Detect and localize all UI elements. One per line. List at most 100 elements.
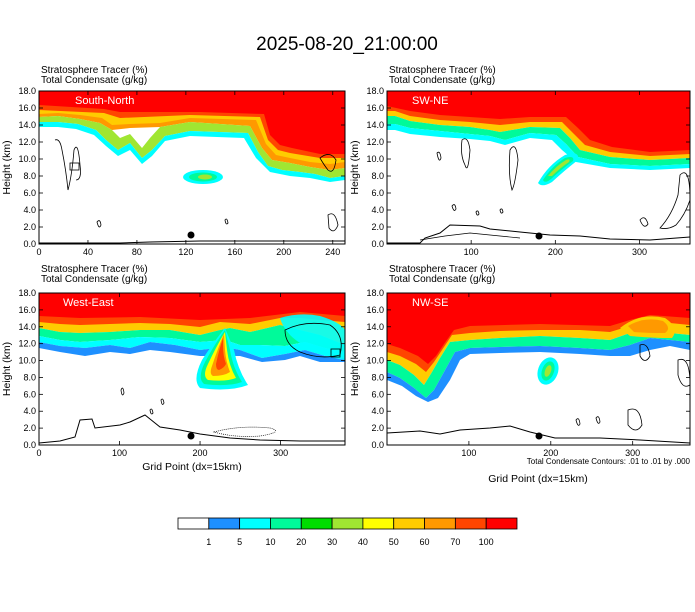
y-tick-label: 18.0 (18, 86, 36, 96)
colorbar-swatch (270, 517, 302, 530)
colorbar-swatch (362, 517, 395, 530)
panel-3-location-marker (535, 432, 543, 440)
colorbar-swatch (177, 517, 210, 530)
colorbar-swatch (300, 517, 333, 530)
y-tick-label: 8.0 (23, 171, 36, 181)
panel-sw-ne: Stratosphere Tracer (%) Total Condensate… (349, 65, 691, 257)
y-tick-label: 8.0 (23, 372, 36, 382)
panel-2-field-label-1: Stratosphere Tracer (%) (41, 264, 148, 275)
y-axis-label: Height (km) (1, 342, 13, 396)
y-tick-label: 10.0 (366, 356, 384, 366)
y-tick-label: 12.0 (18, 137, 36, 147)
x-tick-label: 200 (193, 448, 208, 458)
y-axis-label: Height (km) (349, 342, 361, 396)
y-tick-label: 0.0 (371, 440, 384, 450)
colorbar-label: 20 (296, 537, 306, 547)
contour-note: Total Condensate Contours: .01 to .01 by… (527, 457, 691, 466)
colorbar-label: 5 (237, 537, 242, 547)
y-tick-label: 2.0 (23, 423, 36, 433)
x-tick-label: 200 (548, 247, 563, 257)
y-tick-label: 14.0 (18, 322, 36, 332)
panel-1-axes: 0.0 2.0 4.0 6.0 8.0 10.0 12.0 14.0 16.0 18.0 100 20… (349, 86, 690, 257)
panel-2-label: West-East (63, 297, 114, 309)
y-tick-label: 10.0 (18, 356, 36, 366)
y-tick-label: 18.0 (366, 86, 384, 96)
x-tick-label: 120 (178, 247, 193, 257)
panel-south-north: Stratosphere Tracer (%) Total Condensate… (1, 65, 346, 257)
x-tick-label: 0 (36, 247, 41, 257)
y-tick-label: 16.0 (18, 305, 36, 315)
colorbar-label: 30 (327, 537, 337, 547)
panel-0-field-label-1: Stratosphere Tracer (%) (41, 65, 148, 76)
colorbar-label: 40 (358, 537, 368, 547)
x-tick-label: 300 (625, 448, 640, 458)
colorbar-label: 10 (265, 537, 275, 547)
panel-0-field-label-2: Total Condensate (g/kg) (41, 75, 147, 86)
panel-west-east: Stratosphere Tracer (%) Total Condensate… (1, 264, 346, 458)
left-xlabel: Grid Point (dx=15km) (142, 461, 242, 473)
x-tick-label: 160 (227, 247, 242, 257)
y-tick-label: 8.0 (371, 171, 384, 181)
y-tick-label: 2.0 (371, 222, 384, 232)
y-tick-label: 2.0 (371, 423, 384, 433)
y-tick-label: 0.0 (23, 239, 36, 249)
y-tick-label: 10.0 (366, 154, 384, 164)
x-tick-label: 100 (112, 448, 127, 458)
y-tick-label: 0.0 (23, 440, 36, 450)
panel-3-field-label-2: Total Condensate (g/kg) (389, 274, 495, 285)
colorbar: 1 5 10 20 30 40 50 60 70 100 (177, 517, 518, 547)
panel-2-field-label-2: Total Condensate (g/kg) (41, 274, 147, 285)
y-tick-label: 16.0 (366, 103, 384, 113)
colorbar-swatch (331, 517, 364, 530)
panel-1-label: SW-NE (412, 95, 448, 107)
colorbar-label: 50 (389, 537, 399, 547)
x-tick-label: 100 (461, 448, 476, 458)
x-tick-label: 100 (464, 247, 479, 257)
y-tick-label: 4.0 (23, 406, 36, 416)
y-tick-label: 14.0 (18, 120, 36, 130)
panel-0-axes: 0.0 2.0 4.0 6.0 8.0 10.0 12.0 14.0 16.0 18.0 0 40 80… (1, 86, 345, 257)
x-tick-label: 200 (543, 448, 558, 458)
y-tick-label: 16.0 (366, 305, 384, 315)
colorbar-label: 1 (206, 537, 211, 547)
y-tick-label: 12.0 (366, 137, 384, 147)
y-tick-label: 4.0 (23, 205, 36, 215)
y-tick-label: 12.0 (18, 339, 36, 349)
y-tick-label: 8.0 (371, 372, 384, 382)
y-tick-label: 6.0 (23, 188, 36, 198)
figure-title: 2025-08-20_21:00:00 (256, 34, 438, 55)
right-xlabel: Grid Point (dx=15km) (488, 473, 588, 485)
panel-0-label: South-North (75, 95, 134, 107)
y-tick-label: 14.0 (366, 322, 384, 332)
panel-2-axes: 0.0 2.0 4.0 6.0 8.0 10.0 12.0 14.0 16.0 18.0 0 100 2… (1, 288, 345, 458)
panel-2-location-marker (187, 432, 195, 440)
colorbar-label: 100 (479, 537, 494, 547)
y-tick-label: 6.0 (23, 389, 36, 399)
panel-3-field-label-1: Stratosphere Tracer (%) (389, 264, 496, 275)
colorbar-swatch (454, 517, 487, 530)
y-tick-label: 14.0 (366, 120, 384, 130)
colorbar-swatch (393, 517, 425, 530)
panel-1-field-label-1: Stratosphere Tracer (%) (389, 65, 496, 76)
x-tick-label: 200 (276, 247, 291, 257)
x-tick-label: 80 (132, 247, 142, 257)
colorbar-swatch (208, 517, 241, 530)
x-tick-label: 300 (273, 448, 288, 458)
colorbar-label: 60 (420, 537, 430, 547)
y-tick-label: 18.0 (18, 288, 36, 298)
panel-3-label: NW-SE (412, 297, 448, 309)
y-tick-label: 2.0 (23, 222, 36, 232)
y-tick-label: 16.0 (18, 103, 36, 113)
y-tick-label: 4.0 (371, 205, 384, 215)
panel-0-location-marker (187, 231, 195, 239)
x-tick-label: 300 (632, 247, 647, 257)
y-tick-label: 4.0 (371, 406, 384, 416)
colorbar-label: 70 (450, 537, 460, 547)
panel-3-axes: 0.0 2.0 4.0 6.0 8.0 10.0 12.0 14.0 16.0 18.0 100 20… (349, 288, 690, 458)
panel-nw-se: Stratosphere Tracer (%) Total Condensate… (349, 264, 691, 458)
x-tick-label: 40 (83, 247, 93, 257)
colorbar-swatch (239, 517, 271, 530)
y-tick-label: 12.0 (366, 339, 384, 349)
y-axis-label: Height (km) (349, 140, 361, 194)
